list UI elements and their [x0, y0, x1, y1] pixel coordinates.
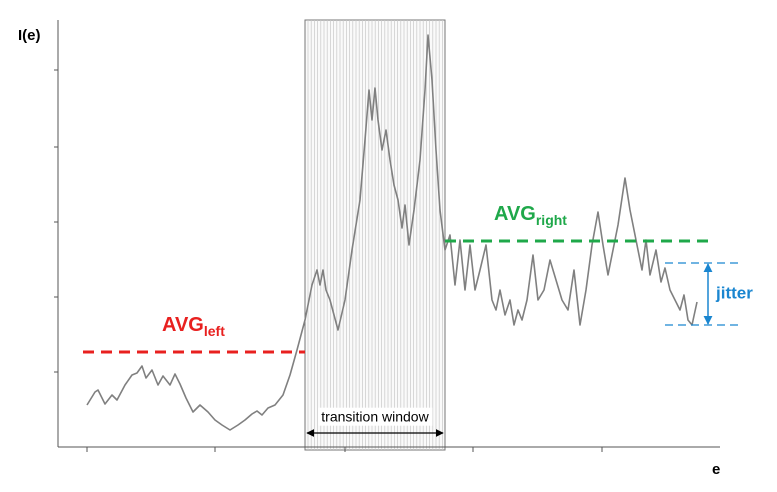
window-label-bg — [318, 407, 433, 426]
average-name: AVG — [494, 203, 536, 225]
window-label: transition window — [321, 409, 429, 425]
signal-line — [86, 34, 698, 431]
average-name: AVG — [162, 314, 204, 336]
y-axis-label: I(e) — [18, 27, 41, 44]
average-subscript: left — [204, 323, 225, 339]
x-axis-label: e — [712, 461, 720, 478]
average-subscript: right — [536, 212, 567, 228]
jitter-label: jitter — [715, 283, 753, 302]
average-label: AVGright — [494, 203, 567, 227]
average-label: AVGleft — [162, 314, 225, 338]
